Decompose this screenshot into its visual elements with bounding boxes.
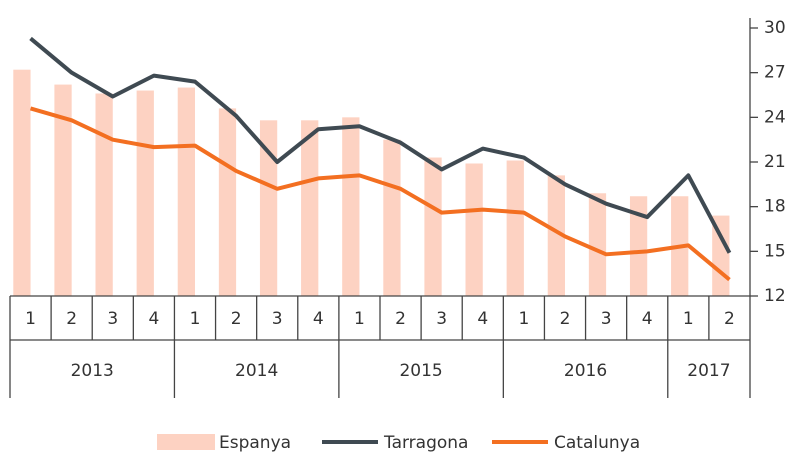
y-tick-label: 12 (764, 286, 786, 306)
x-tick-label: 4 (148, 309, 159, 329)
bar (13, 69, 31, 296)
x-tick-label: 4 (477, 309, 488, 329)
bar (95, 93, 113, 296)
x-tick-label: 1 (25, 309, 36, 329)
x-tick-label: 1 (354, 309, 365, 329)
x-group-label: 2015 (399, 361, 442, 381)
legend-label: Catalunya (554, 433, 640, 453)
x-tick-label: 4 (313, 309, 324, 329)
bar (506, 160, 524, 296)
bar (629, 196, 648, 296)
x-tick-label: 2 (395, 309, 406, 329)
bar (383, 139, 401, 296)
x-tick-label: 1 (190, 309, 201, 329)
x-tick-label: 2 (724, 309, 735, 329)
x-group-label: 2014 (235, 361, 278, 381)
legend-label: Espanya (219, 433, 291, 453)
x-tick-label: 3 (601, 309, 612, 329)
bar (588, 193, 607, 296)
x-tick-label: 2 (560, 309, 571, 329)
x-group-label: 2013 (71, 361, 114, 381)
bar (136, 90, 154, 297)
bar (547, 175, 565, 296)
y-tick-label: 27 (764, 63, 786, 83)
x-tick-label: 1 (683, 309, 694, 329)
x-tick-label: 3 (107, 309, 118, 329)
x-tick-label: 4 (642, 309, 653, 329)
x-tick-label: 3 (272, 309, 283, 329)
line (29, 106, 731, 282)
bar (54, 84, 72, 296)
y-tick-label: 24 (764, 107, 786, 127)
y-tick-label: 30 (764, 18, 786, 38)
bar (218, 108, 237, 297)
x-tick-label: 3 (436, 309, 447, 329)
x-tick-label: 1 (518, 309, 529, 329)
x-group-label: 2016 (564, 361, 607, 381)
bar (465, 163, 483, 296)
legend-label: Tarragona (383, 433, 468, 453)
bar (177, 87, 195, 296)
y-tick-label: 18 (764, 197, 786, 217)
bar (301, 120, 319, 296)
x-group-label: 2017 (687, 361, 730, 381)
line (29, 36, 732, 254)
x-tick-label: 2 (231, 309, 242, 329)
bar (259, 120, 278, 296)
y-tick-label: 15 (764, 241, 786, 261)
bar (424, 157, 442, 296)
y-tick-label: 21 (764, 152, 786, 172)
bar (342, 117, 360, 296)
legend-swatch (157, 434, 215, 450)
x-tick-label: 2 (66, 309, 77, 329)
